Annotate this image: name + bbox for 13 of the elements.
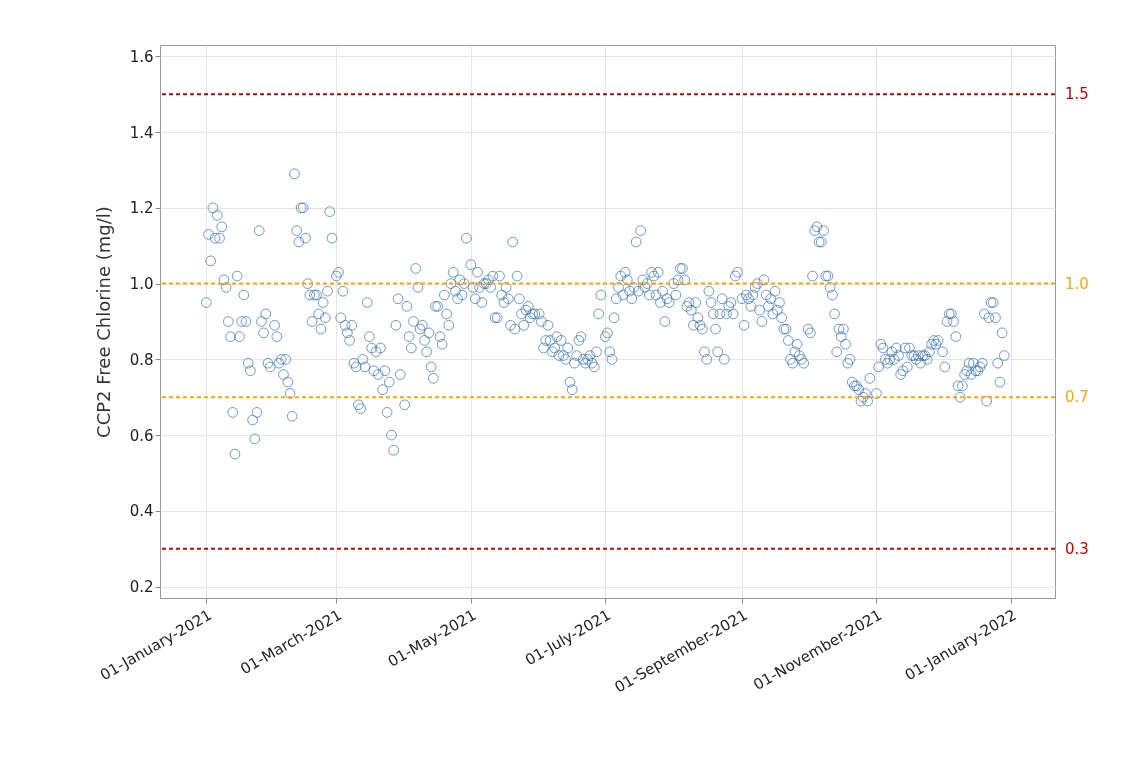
y-tick-label: 1.2 — [129, 199, 154, 218]
y-tick-label: 0.2 — [129, 578, 154, 597]
ref-line-label: 0.7 — [1065, 388, 1089, 407]
y-tick-label: 1.6 — [129, 47, 154, 66]
ref-line-label: 1.5 — [1065, 85, 1089, 104]
ref-line-label: 0.3 — [1065, 539, 1089, 558]
ref-line-label: 1.0 — [1065, 274, 1089, 293]
y-tick-label: 1.4 — [129, 123, 154, 142]
y-tick-label: 1.0 — [129, 275, 154, 294]
y-axis-title: CCP2 Free Chlorine (mg/l) — [92, 206, 114, 438]
y-tick-label: 0.6 — [129, 426, 154, 445]
y-tick-label: 0.8 — [129, 350, 154, 369]
y-tick-label: 0.4 — [129, 502, 154, 521]
